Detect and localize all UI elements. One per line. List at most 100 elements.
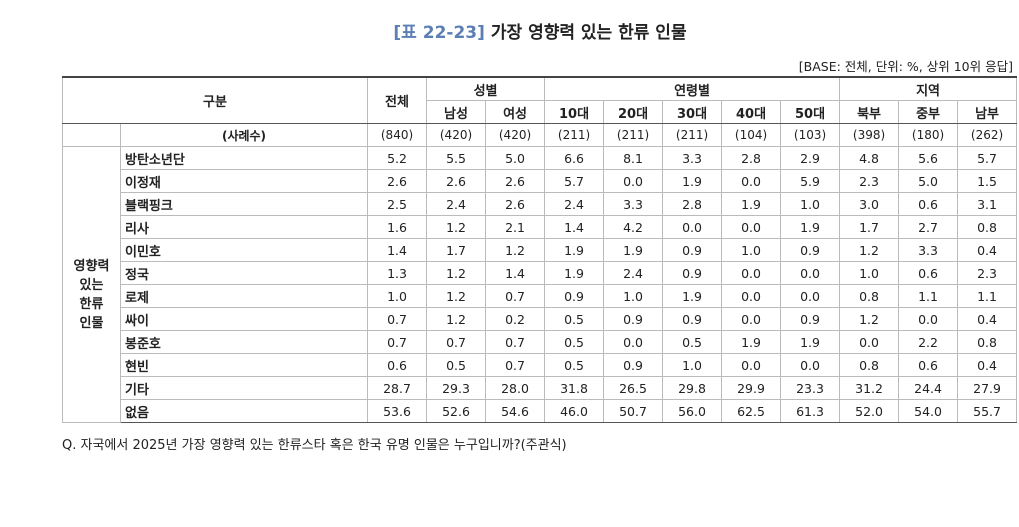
cell-value: 2.5: [367, 192, 428, 216]
cell-value: 50.7: [603, 399, 664, 423]
cell-value: 3.3: [662, 146, 723, 170]
cell-value: 0.9: [603, 307, 664, 331]
cell-value: 5.0: [898, 169, 959, 193]
cell-value: 31.2: [839, 376, 900, 400]
cell-value: 52.6: [426, 399, 487, 423]
data-table: 구분 전체 성별 연령별 지역 남성 여성 10대 20대 30대 40대 50대 북부 중부 남부 (사례…: [61, 76, 1018, 423]
cell-value: 0.0: [662, 215, 723, 239]
cell-value: 2.6: [485, 192, 546, 216]
cell-value: (104): [721, 123, 782, 147]
cell-value: 6.6: [544, 146, 605, 170]
cell-value: 1.1: [898, 284, 959, 308]
cell-value: 0.6: [898, 353, 959, 377]
cell-value: 46.0: [544, 399, 605, 423]
cell-value: 0.5: [544, 330, 605, 354]
cell-value: 0.4: [957, 353, 1018, 377]
header-cell: 전체: [367, 76, 428, 124]
cell-value: 0.0: [721, 353, 782, 377]
cell-value: 0.0: [780, 353, 841, 377]
cell-value: (180): [898, 123, 959, 147]
cell-value: 5.7: [957, 146, 1018, 170]
cell-value: 2.8: [662, 192, 723, 216]
cell-value: 26.5: [603, 376, 664, 400]
cell-value: 1.9: [544, 238, 605, 262]
row-label: 없음: [119, 399, 369, 423]
cell-value: 0.7: [367, 330, 428, 354]
cell-value: 54.0: [898, 399, 959, 423]
cell-value: 53.6: [367, 399, 428, 423]
cell-value: 4.8: [839, 146, 900, 170]
cell-value: (840): [367, 123, 428, 147]
table-row: 로제 1.0 1.2 0.7 0.9 1.0 1.9 0.0 0.0 0.8 1.1 1.1: [63, 284, 1018, 308]
cell-value: 29.8: [662, 376, 723, 400]
cell-value: 1.5: [957, 169, 1018, 193]
cell-value: 0.7: [485, 330, 546, 354]
cell-value: 0.0: [721, 307, 782, 331]
cell-value: 5.9: [780, 169, 841, 193]
row-label: 이민호: [119, 238, 369, 262]
row-label: 이정재: [119, 169, 369, 193]
cell-value: 8.1: [603, 146, 664, 170]
cell-value: 0.0: [839, 330, 900, 354]
cell-value: 3.0: [839, 192, 900, 216]
cell-value: 0.0: [780, 284, 841, 308]
cell-value: 1.2: [426, 261, 487, 285]
cell-value: 0.5: [544, 353, 605, 377]
cell-value: 1.7: [426, 238, 487, 262]
cell-value: 1.9: [662, 169, 723, 193]
cell-value: 0.0: [721, 169, 782, 193]
header-cell: 10대: [544, 100, 605, 124]
footnote: Q. 자국에서 2025년 가장 영향력 있는 한류스타 혹은 한국 유명 인물…: [62, 438, 567, 453]
row-label: 정국: [119, 261, 369, 285]
cell-value: 1.6: [367, 215, 428, 239]
cell-value: 0.9: [780, 307, 841, 331]
header-group: 성별: [426, 76, 546, 101]
header-row: 구분 전체 성별 연령별 지역: [61, 76, 1018, 124]
cell-value: (420): [426, 123, 487, 147]
cell-value: 62.5: [721, 399, 782, 423]
cell-value: (420): [485, 123, 546, 147]
cell-value: 1.9: [780, 330, 841, 354]
cell-value: 0.0: [721, 215, 782, 239]
cell-value: 0.8: [957, 215, 1018, 239]
row-group-blank: [62, 123, 121, 147]
row-label: 현빈: [119, 353, 369, 377]
cell-value: 0.0: [780, 261, 841, 285]
row-label: 리사: [119, 215, 369, 239]
cell-value: 5.6: [898, 146, 959, 170]
cell-value: 31.8: [544, 376, 605, 400]
cell-value: 1.9: [544, 261, 605, 285]
cell-value: 2.6: [426, 169, 487, 193]
title: [표 22-23] 가장 영향력 있는 한류 인물: [0, 18, 1019, 43]
cell-value: 1.0: [839, 261, 900, 285]
cell-value: 27.9: [957, 376, 1018, 400]
cell-value: 1.0: [662, 353, 723, 377]
cell-value: 24.4: [898, 376, 959, 400]
cell-value: 1.2: [485, 238, 546, 262]
base-note: [BASE: 전체, 단위: %, 상위 10위 응답]: [798, 59, 1013, 74]
row-group-line: 한류: [79, 297, 104, 312]
header-cell: 30대: [662, 100, 723, 124]
row-label: 싸이: [119, 307, 369, 331]
cell-value: 0.7: [485, 353, 546, 377]
cell-value: 1.2: [839, 307, 900, 331]
header-cell: 구분: [61, 76, 369, 124]
cell-value: 52.0: [839, 399, 900, 423]
table-row: 리사 1.6 1.2 2.1 1.4 4.2 0.0 0.0 1.9 1.7 2.7 0.8: [63, 215, 1018, 239]
cell-value: 5.5: [426, 146, 487, 170]
row-group-line: 영향력: [73, 259, 110, 274]
cell-value: 2.4: [426, 192, 487, 216]
cell-value: 0.8: [957, 330, 1018, 354]
cell-value: 2.3: [839, 169, 900, 193]
cell-value: 1.2: [426, 284, 487, 308]
cell-value: 0.9: [603, 353, 664, 377]
cell-value: 61.3: [780, 399, 841, 423]
header-cell: 남부: [957, 100, 1018, 124]
cell-value: 1.2: [839, 238, 900, 262]
row-group-line: 있는: [79, 278, 104, 293]
cell-value: 5.7: [544, 169, 605, 193]
cell-value: 0.6: [898, 192, 959, 216]
cell-value: (211): [603, 123, 664, 147]
title-label: [표 22-23]: [393, 23, 485, 43]
cell-value: 1.9: [721, 330, 782, 354]
